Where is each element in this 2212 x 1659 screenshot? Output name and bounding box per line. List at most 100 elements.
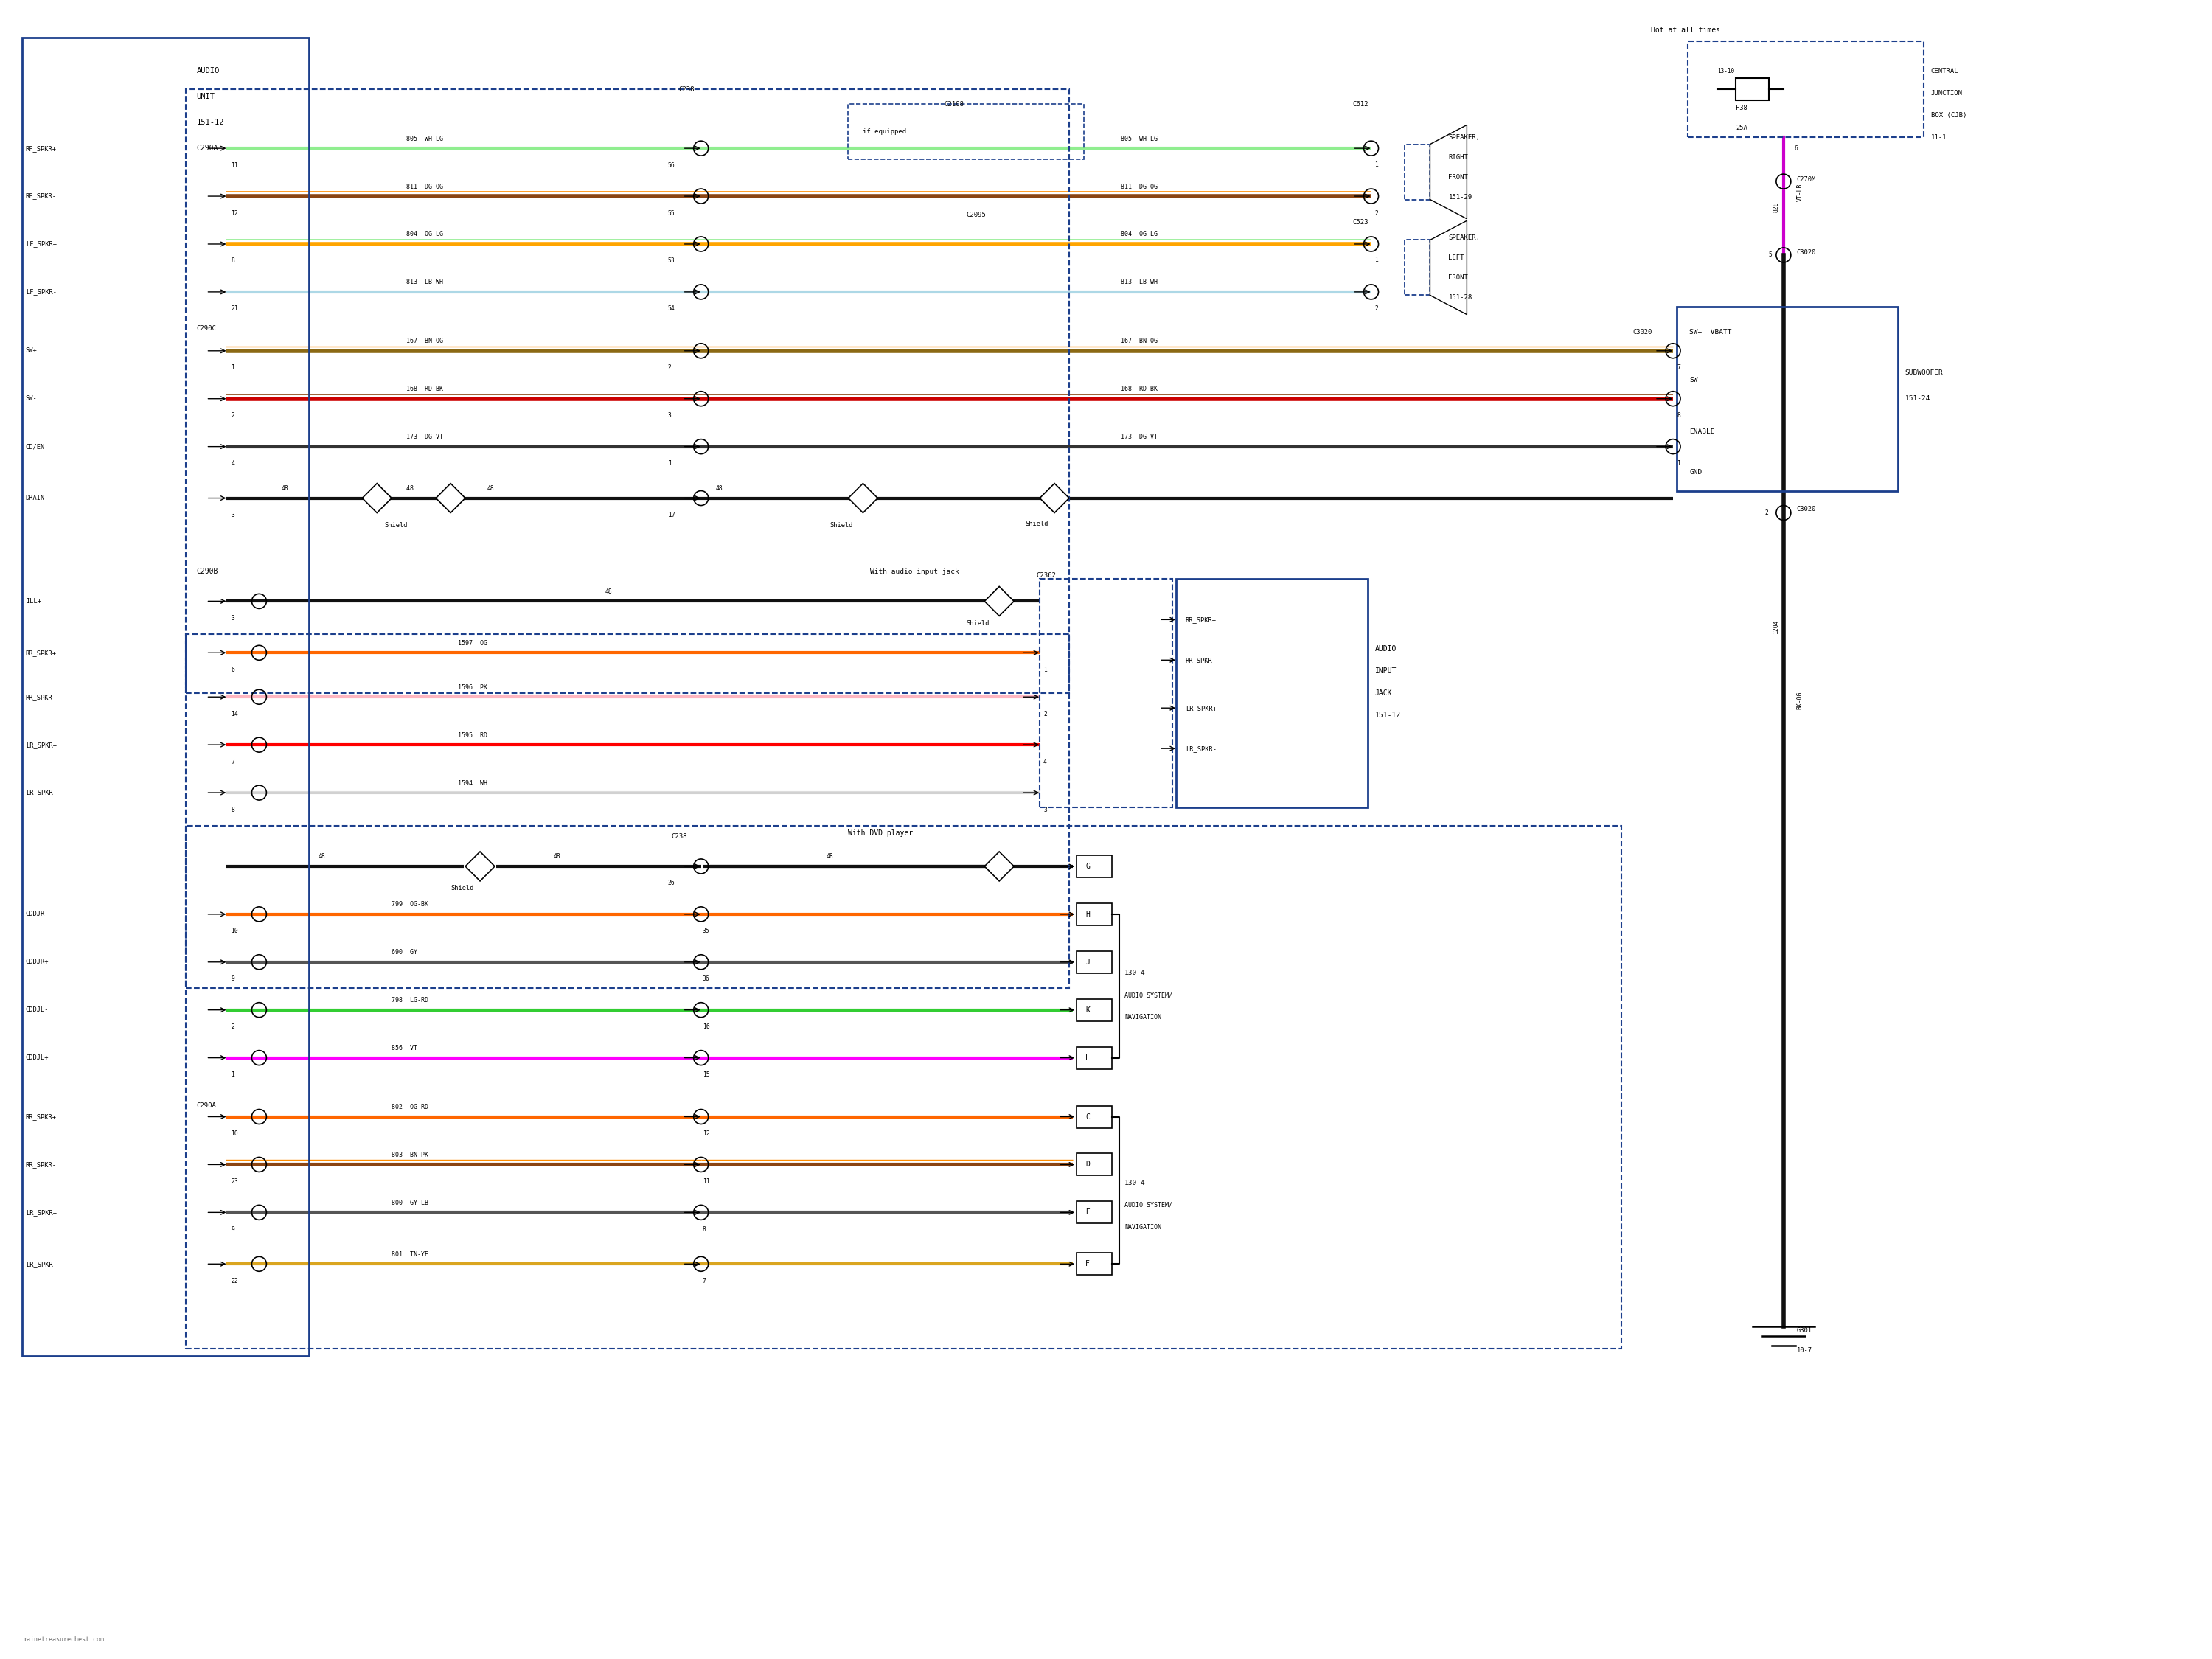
- Text: 151-29: 151-29: [1449, 194, 1473, 201]
- Text: L: L: [1086, 1053, 1091, 1062]
- Text: 48: 48: [825, 853, 834, 859]
- Text: C238: C238: [679, 86, 695, 93]
- Text: C238: C238: [672, 833, 688, 839]
- Text: SUBWOOFER: SUBWOOFER: [1905, 370, 1942, 377]
- Text: 11: 11: [703, 1178, 710, 1185]
- Text: VT-LB: VT-LB: [1796, 184, 1803, 201]
- Text: 173  DG-VT: 173 DG-VT: [407, 433, 442, 440]
- Polygon shape: [1429, 221, 1467, 315]
- Text: 804  OG-LG: 804 OG-LG: [1121, 231, 1157, 237]
- Text: 8: 8: [703, 1226, 706, 1233]
- Text: 151-12: 151-12: [1376, 712, 1400, 718]
- Text: 10: 10: [230, 927, 239, 934]
- Text: 10: 10: [230, 1130, 239, 1136]
- Text: D: D: [1086, 1161, 1091, 1168]
- Text: C290A: C290A: [197, 144, 219, 153]
- Text: UNIT: UNIT: [197, 93, 215, 101]
- Text: 17: 17: [668, 511, 675, 518]
- Text: 5: 5: [1770, 252, 1772, 259]
- Text: Shield: Shield: [385, 523, 407, 529]
- Text: RR_SPKR-: RR_SPKR-: [1186, 657, 1217, 664]
- Text: 11: 11: [230, 163, 239, 169]
- Text: 803  BN-PK: 803 BN-PK: [392, 1151, 429, 1158]
- Text: LR_SPKR-: LR_SPKR-: [27, 790, 58, 796]
- Text: 1: 1: [668, 460, 672, 466]
- Text: 11-1: 11-1: [1931, 134, 1947, 141]
- Text: RR_SPKR-: RR_SPKR-: [27, 693, 58, 700]
- Text: 1597  OG: 1597 OG: [458, 640, 487, 647]
- Text: G301: G301: [1796, 1327, 1812, 1334]
- Text: 35: 35: [703, 927, 710, 934]
- Text: 54: 54: [668, 305, 675, 312]
- Text: F38: F38: [1736, 105, 1747, 111]
- Text: C2362: C2362: [1035, 572, 1055, 579]
- Polygon shape: [1429, 124, 1467, 219]
- Text: C2095: C2095: [967, 211, 987, 217]
- Text: K: K: [1086, 1007, 1091, 1014]
- Text: 8: 8: [230, 806, 234, 813]
- Text: 36: 36: [703, 975, 710, 982]
- Text: C: C: [1086, 1113, 1091, 1120]
- Text: 55: 55: [668, 209, 675, 216]
- Text: RR_SPKR+: RR_SPKR+: [27, 1113, 58, 1120]
- Polygon shape: [363, 483, 392, 513]
- Text: CDDJL-: CDDJL-: [27, 1007, 49, 1014]
- Text: FRONT: FRONT: [1449, 275, 1469, 282]
- Text: AUDIO: AUDIO: [197, 68, 219, 75]
- Text: BOX (CJB): BOX (CJB): [1931, 111, 1966, 118]
- Text: 811  DG-OG: 811 DG-OG: [407, 182, 442, 189]
- Text: 167  BN-OG: 167 BN-OG: [407, 338, 442, 345]
- Text: 4: 4: [230, 460, 234, 466]
- Text: 151-24: 151-24: [1905, 395, 1931, 401]
- Text: 2: 2: [1044, 710, 1046, 717]
- Text: 22: 22: [230, 1277, 239, 1284]
- Text: 1596  PK: 1596 PK: [458, 684, 487, 690]
- Text: 828: 828: [1772, 202, 1778, 212]
- Text: 2: 2: [668, 365, 672, 372]
- Text: 3: 3: [1044, 806, 1046, 813]
- Text: LR_SPKR+: LR_SPKR+: [27, 742, 58, 748]
- Text: H: H: [1086, 911, 1091, 917]
- Text: 690  GY: 690 GY: [392, 949, 418, 956]
- Text: 7: 7: [1677, 365, 1681, 372]
- Text: SPEAKER,: SPEAKER,: [1449, 236, 1480, 242]
- Text: 802  OG-RD: 802 OG-RD: [392, 1103, 429, 1110]
- Text: 151-12: 151-12: [197, 119, 223, 126]
- Text: 130-4: 130-4: [1124, 1180, 1146, 1186]
- Text: 799  OG-BK: 799 OG-BK: [392, 901, 429, 907]
- Text: 856  VT: 856 VT: [392, 1045, 418, 1052]
- Text: LR_SPKR-: LR_SPKR-: [1186, 745, 1217, 752]
- Text: LR_SPKR-: LR_SPKR-: [27, 1261, 58, 1267]
- Text: LEFT: LEFT: [1449, 255, 1464, 262]
- Text: SW+  VBATT: SW+ VBATT: [1690, 328, 1732, 335]
- Text: 168  RD-BK: 168 RD-BK: [407, 387, 442, 393]
- Text: SPEAKER,: SPEAKER,: [1449, 134, 1480, 141]
- Text: 3: 3: [230, 615, 234, 622]
- Text: Shield: Shield: [967, 620, 989, 627]
- Text: RR_SPKR+: RR_SPKR+: [27, 649, 58, 655]
- Text: C523: C523: [1354, 219, 1369, 226]
- Text: 3: 3: [668, 413, 672, 420]
- Polygon shape: [436, 483, 465, 513]
- Text: 798  LG-RD: 798 LG-RD: [392, 997, 429, 1004]
- Text: if equipped: if equipped: [863, 128, 907, 134]
- Text: BK-OG: BK-OG: [1796, 692, 1803, 710]
- Text: 9: 9: [230, 1226, 234, 1233]
- Text: 173  DG-VT: 173 DG-VT: [1121, 433, 1157, 440]
- Text: 1595  RD: 1595 RD: [458, 732, 487, 738]
- Bar: [1736, 78, 1770, 101]
- Text: F: F: [1086, 1261, 1091, 1267]
- Text: 811  DG-OG: 811 DG-OG: [1121, 182, 1157, 189]
- Text: 23: 23: [230, 1178, 239, 1185]
- Text: 1: 1: [1044, 667, 1046, 674]
- Text: Shield: Shield: [451, 886, 473, 893]
- Text: 2: 2: [1376, 209, 1378, 216]
- Text: mainetreasurechest.com: mainetreasurechest.com: [24, 1636, 104, 1642]
- Text: SW+: SW+: [27, 347, 38, 353]
- Text: 9: 9: [230, 975, 234, 982]
- Text: 801  TN-YE: 801 TN-YE: [392, 1251, 429, 1258]
- Text: 48: 48: [487, 484, 495, 491]
- Text: 56: 56: [668, 163, 675, 169]
- Text: NAVIGATION: NAVIGATION: [1124, 1014, 1161, 1020]
- Text: 813  LB-WH: 813 LB-WH: [1121, 279, 1157, 285]
